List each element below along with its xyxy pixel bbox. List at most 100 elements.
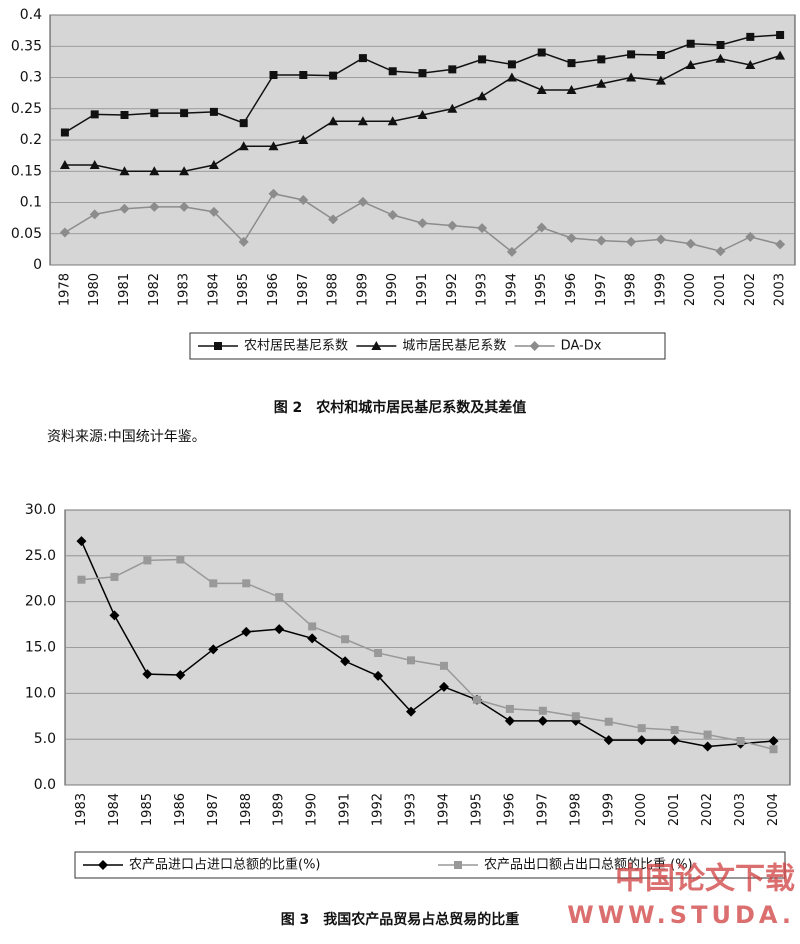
point: [596, 78, 607, 88]
y-tick-label: 0.25: [11, 101, 42, 117]
point: [768, 736, 779, 746]
x-tick-label: 1985: [140, 793, 155, 826]
point: [387, 210, 398, 220]
y-tick-label: 0.4: [20, 7, 42, 23]
point: [566, 85, 577, 94]
point: [179, 166, 190, 176]
point: [507, 60, 516, 69]
y-tick-label: 20.0: [25, 594, 56, 610]
x-tick-label: 1990: [385, 273, 400, 306]
point: [89, 209, 100, 220]
legend-label: 农产品进口占进口总额的比重(%): [129, 857, 321, 873]
x-tick-label: 1989: [272, 793, 287, 826]
point: [406, 706, 417, 717]
point: [268, 188, 279, 199]
point: [149, 201, 160, 212]
point: [268, 141, 279, 151]
point: [655, 234, 666, 245]
x-tick-label: 1987: [206, 793, 221, 826]
point: [626, 236, 637, 247]
point: [670, 726, 679, 734]
legend-label: DA-Dx: [561, 339, 602, 354]
x-tick-label: 2000: [683, 273, 698, 306]
point: [506, 72, 517, 82]
x-tick-label: 1983: [74, 793, 89, 826]
point: [119, 203, 130, 214]
point: [627, 50, 636, 59]
point: [536, 85, 547, 94]
point: [736, 737, 745, 745]
x-tick-label: 2001: [713, 273, 728, 306]
point: [77, 575, 86, 584]
watermark: WWW.STUDA.: [567, 901, 795, 929]
legend-label: 城市居民基尼系数: [402, 338, 506, 354]
legend-label: 农村居民基尼系数: [244, 339, 348, 354]
point: [567, 59, 576, 68]
point: [571, 712, 580, 721]
point: [537, 715, 548, 726]
point: [637, 724, 646, 733]
legend-marker: [214, 342, 222, 350]
point: [538, 706, 547, 715]
series-line: [81, 558, 774, 750]
point: [275, 593, 284, 602]
point: [239, 119, 248, 128]
point: [119, 166, 130, 176]
x-tick-label: 2003: [773, 273, 788, 306]
point: [59, 160, 70, 169]
x-tick-label: 2001: [667, 793, 682, 826]
point: [388, 67, 397, 76]
point: [76, 536, 87, 547]
x-tick-label: 1988: [326, 273, 341, 306]
x-tick-label: 1986: [266, 273, 281, 306]
point: [374, 649, 383, 657]
point: [328, 214, 339, 225]
x-tick-label: 1984: [206, 273, 221, 306]
point: [407, 656, 416, 665]
point: [242, 579, 251, 588]
point: [340, 656, 351, 667]
x-tick-label: 1992: [371, 793, 386, 826]
point: [180, 109, 189, 118]
y-tick-label: 0.05: [11, 226, 42, 242]
point: [328, 116, 339, 126]
point: [238, 141, 249, 151]
x-tick-label: 1999: [653, 273, 668, 306]
legend-marker: [454, 861, 462, 869]
point: [506, 246, 517, 257]
point: [669, 735, 680, 746]
legend-marker: [98, 860, 108, 870]
point: [417, 218, 428, 229]
x-tick-label: 1980: [87, 273, 102, 306]
point: [477, 91, 488, 101]
x-tick-label: 1984: [107, 793, 122, 826]
x-tick-label: 1978: [57, 273, 72, 306]
point: [357, 196, 368, 207]
point: [298, 135, 309, 144]
point: [746, 32, 755, 41]
point: [208, 206, 219, 217]
point: [387, 116, 398, 126]
point: [477, 223, 488, 234]
point: [341, 635, 350, 644]
y-tick-label: 25.0: [25, 548, 56, 564]
x-tick-label: 1986: [173, 793, 188, 826]
point: [703, 730, 712, 739]
chart-title: 图 3 我国农产品贸易占总贸易的比重: [281, 911, 520, 928]
point: [418, 69, 427, 78]
point: [269, 71, 278, 79]
point: [716, 41, 725, 49]
point: [626, 72, 637, 82]
point: [776, 31, 785, 39]
point: [60, 128, 69, 137]
point: [597, 55, 606, 64]
x-tick-label: 2003: [733, 793, 748, 826]
x-tick-label: 1996: [564, 273, 579, 306]
legend-box: [189, 332, 666, 360]
y-tick-label: 0.0: [34, 777, 56, 793]
point: [447, 220, 458, 231]
point: [274, 624, 285, 635]
x-tick-label: 1983: [177, 273, 192, 306]
legend-marker: [529, 341, 540, 351]
y-tick-label: 0.15: [11, 163, 42, 179]
